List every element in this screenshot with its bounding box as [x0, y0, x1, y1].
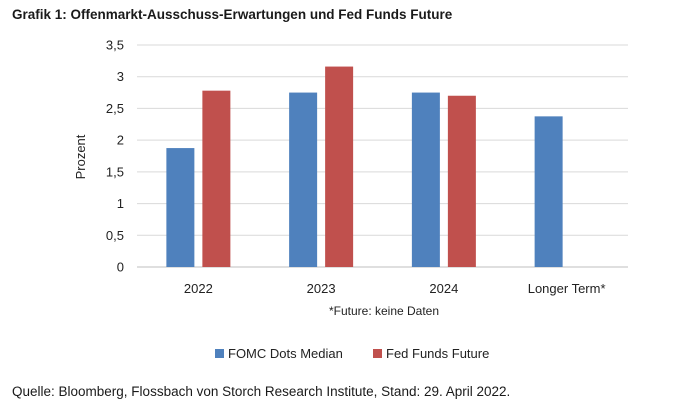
y-tick-label: 1,5 — [106, 164, 124, 179]
y-tick-label: 2 — [117, 133, 124, 148]
x-tick-label: Longer Term* — [528, 281, 606, 296]
bar-fomc-2 — [411, 92, 440, 267]
y-tick-label: 3,5 — [106, 38, 124, 53]
y-tick-labels: 0 0,5 1 1,5 2 2,5 3 3,5 — [106, 38, 124, 275]
bar-futures-1 — [325, 66, 354, 268]
legend-swatch — [215, 349, 224, 358]
legend-label: FOMC Dots Median — [228, 346, 343, 361]
y-axis-title: Prozent — [73, 134, 88, 179]
legend-label: Fed Funds Future — [386, 346, 489, 361]
bar-chart: 0 0,5 1 1,5 2 2,5 3 3,5 2022 2023 2024 Longer Term… — [73, 38, 628, 361]
source-note: Quelle: Bloomberg, Flossbach von Storch … — [12, 384, 511, 399]
y-tick-label: 1 — [117, 196, 124, 211]
bar-futures-2 — [447, 95, 476, 267]
chart-title: Grafik 1: Offenmarkt-Ausschuss-Erwartung… — [12, 7, 453, 22]
y-tick-label: 0,5 — [106, 228, 124, 243]
footnote: *Future: keine Daten — [329, 304, 439, 318]
x-tick-label: 2024 — [429, 281, 458, 296]
y-tick-label: 3 — [117, 69, 124, 84]
legend-swatch — [373, 349, 382, 358]
legend: FOMC Dots Median Fed Funds Future — [215, 346, 489, 361]
y-tick-label: 0 — [117, 260, 124, 275]
bar-fomc-0 — [166, 148, 195, 267]
x-tick-label: 2022 — [184, 281, 213, 296]
x-tick-label: 2023 — [307, 281, 336, 296]
bar-fomc-3 — [534, 116, 563, 267]
bar-futures-0 — [202, 90, 231, 267]
y-tick-label: 2,5 — [106, 101, 124, 116]
bars — [166, 66, 563, 268]
x-tick-labels: 2022 2023 2024 Longer Term* — [184, 281, 606, 296]
bar-fomc-1 — [289, 92, 318, 267]
